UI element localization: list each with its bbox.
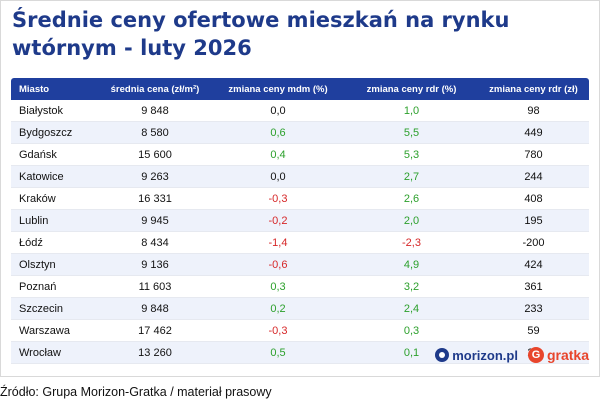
table-row: Olsztyn 9 136 -0,6 4,9 424 bbox=[11, 254, 589, 276]
cell-yoy-change-pct: 2,7 bbox=[403, 170, 420, 183]
cell-yoy-change-pln: 780 bbox=[524, 148, 543, 161]
cell-city: Wrocław bbox=[19, 346, 61, 359]
cell-mom-change: 0,2 bbox=[270, 302, 286, 315]
cell-mom-change: 0,3 bbox=[270, 280, 286, 293]
cell-yoy-change-pln: 361 bbox=[524, 280, 543, 293]
cell-city: Katowice bbox=[19, 170, 64, 183]
cell-yoy-change-pln: 233 bbox=[524, 302, 543, 315]
cell-mom-change: -0,3 bbox=[268, 324, 288, 337]
cell-avg-price: 11 603 bbox=[138, 280, 172, 293]
cell-yoy-change-pct: 0,1 bbox=[403, 346, 420, 359]
cell-yoy-change-pct: 5,3 bbox=[403, 148, 420, 161]
cell-yoy-change-pln: 195 bbox=[524, 214, 543, 227]
cell-avg-price: 9 136 bbox=[141, 258, 169, 271]
cell-city: Kraków bbox=[19, 192, 56, 205]
header-avg-price: średnia cena (zł/m²) bbox=[110, 83, 200, 95]
cell-mom-change: 0,0 bbox=[270, 104, 286, 117]
cell-mom-change: 0,0 bbox=[270, 170, 286, 183]
cell-city: Białystok bbox=[19, 104, 64, 117]
cell-yoy-change-pct: 3,2 bbox=[403, 280, 420, 293]
cell-city: Lublin bbox=[19, 214, 49, 227]
cell-yoy-change-pct: 2,6 bbox=[403, 192, 420, 205]
cell-avg-price: 17 462 bbox=[138, 324, 172, 337]
cell-mom-change: -1,4 bbox=[268, 236, 288, 249]
table-row: Gdańsk 15 600 0,4 5,3 780 bbox=[11, 144, 589, 166]
table-row: Poznań 11 603 0,3 3,2 361 bbox=[11, 276, 589, 298]
cell-yoy-change-pct: 5,5 bbox=[403, 126, 420, 139]
cell-mom-change: 0,5 bbox=[270, 346, 286, 359]
cell-avg-price: 9 263 bbox=[141, 170, 169, 183]
header-yoy-change-pln: zmiana ceny rdr (zł) bbox=[489, 83, 578, 95]
cell-avg-price: 13 260 bbox=[138, 346, 172, 359]
header-mom-change: zmiana ceny mdm (%) bbox=[228, 83, 328, 95]
cell-yoy-change-pct: 2,4 bbox=[403, 302, 420, 315]
table-row: Szczecin 9 848 0,2 2,4 233 bbox=[11, 298, 589, 320]
infographic-card: Średnie ceny ofertowe mieszkań na rynku … bbox=[0, 0, 600, 377]
morizon-logo: morizon.pl bbox=[435, 348, 518, 363]
gratka-logo-text: gratka bbox=[546, 347, 589, 363]
header-city: Miasto bbox=[19, 83, 50, 95]
table-row: Lublin 9 945 -0,2 2,0 195 bbox=[11, 210, 589, 232]
cell-mom-change: -0,6 bbox=[268, 258, 288, 271]
table-row: Łódź 8 434 -1,4 -2,3 -200 bbox=[11, 232, 589, 254]
cell-yoy-change-pct: 1,0 bbox=[403, 104, 420, 117]
cell-avg-price: 9 945 bbox=[141, 214, 169, 227]
cell-avg-price: 9 848 bbox=[141, 302, 169, 315]
cell-city: Gdańsk bbox=[19, 148, 57, 161]
cell-yoy-change-pct: 2,0 bbox=[403, 214, 420, 227]
header-yoy-change-pct: zmiana ceny rdr (%) bbox=[366, 83, 457, 95]
logos: morizon.pl G gratka bbox=[435, 347, 589, 363]
cell-mom-change: -0,2 bbox=[268, 214, 288, 227]
gratka-g-icon: G bbox=[527, 347, 544, 363]
gratka-logo: G gratka bbox=[527, 347, 589, 363]
table-row: Katowice 9 263 0,0 2,7 244 bbox=[11, 166, 589, 188]
cell-yoy-change-pln: -200 bbox=[522, 236, 545, 249]
cell-yoy-change-pct: 4,9 bbox=[403, 258, 420, 271]
cell-city: Warszawa bbox=[19, 324, 70, 337]
cell-city: Szczecin bbox=[19, 302, 64, 315]
cell-yoy-change-pln: 59 bbox=[527, 324, 540, 337]
cell-city: Olsztyn bbox=[19, 258, 56, 271]
cell-mom-change: 0,6 bbox=[270, 126, 286, 139]
cell-avg-price: 15 600 bbox=[138, 148, 172, 161]
cell-avg-price: 8 434 bbox=[141, 236, 169, 249]
cell-city: Bydgoszcz bbox=[19, 126, 73, 139]
table-row: Kraków 16 331 -0,3 2,6 408 bbox=[11, 188, 589, 210]
cell-yoy-change-pct: -2,3 bbox=[402, 236, 421, 249]
cell-mom-change: -0,3 bbox=[268, 192, 288, 205]
table-body: Białystok 9 848 0,0 1,0 98 Bydgoszcz 8 580 0,6 5… bbox=[11, 100, 589, 364]
table-row: Warszawa 17 462 -0,3 0,3 59 bbox=[11, 320, 589, 342]
cell-yoy-change-pln: 408 bbox=[524, 192, 543, 205]
page-title: Średnie ceny ofertowe mieszkań na rynku … bbox=[12, 8, 510, 60]
cell-yoy-change-pln: 449 bbox=[524, 126, 543, 139]
cell-yoy-change-pct: 0,3 bbox=[403, 324, 420, 337]
location-pin-icon bbox=[435, 348, 450, 362]
cell-mom-change: 0,4 bbox=[270, 148, 286, 161]
cell-avg-price: 16 331 bbox=[138, 192, 172, 205]
cell-yoy-change-pln: 424 bbox=[524, 258, 543, 271]
cell-avg-price: 9 848 bbox=[141, 104, 169, 117]
table-row: Białystok 9 848 0,0 1,0 98 bbox=[11, 100, 589, 122]
price-table: Miasto średnia cena (zł/m²) zmiana ceny … bbox=[11, 78, 589, 364]
table-header: Miasto średnia cena (zł/m²) zmiana ceny … bbox=[11, 78, 589, 100]
cell-yoy-change-pln: 98 bbox=[527, 104, 540, 117]
cell-city: Poznań bbox=[19, 280, 57, 293]
cell-city: Łódź bbox=[19, 236, 43, 249]
source-caption: Źródło: Grupa Morizon-Gratka / materiał … bbox=[0, 385, 272, 399]
cell-avg-price: 8 580 bbox=[141, 126, 169, 139]
morizon-logo-text: morizon.pl bbox=[452, 347, 518, 363]
cell-yoy-change-pln: 244 bbox=[524, 170, 543, 183]
table-row: Bydgoszcz 8 580 0,6 5,5 449 bbox=[11, 122, 589, 144]
